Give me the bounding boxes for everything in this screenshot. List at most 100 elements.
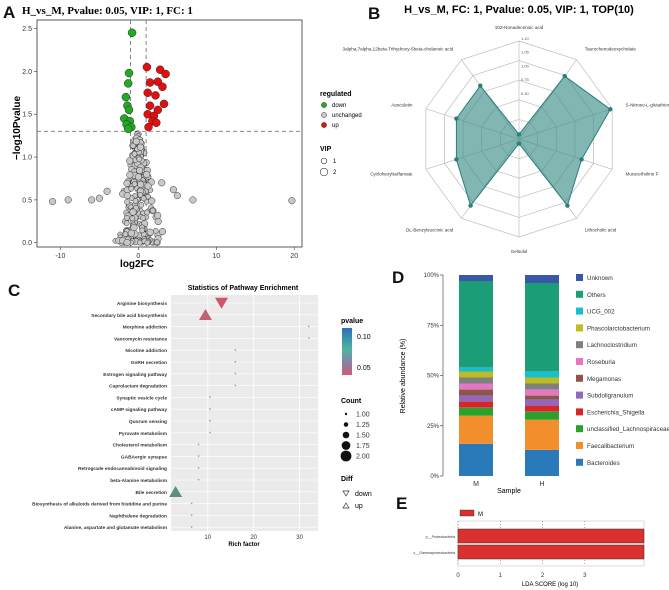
abundance-plot-area: 0% 25% 50% 75% 100% M H — [424, 273, 559, 488]
pathway-label: GABAergic synapse — [121, 454, 167, 460]
abundance-bar-segment — [459, 281, 493, 368]
volcano-point-unchanged — [127, 229, 135, 237]
radar-point — [516, 132, 522, 137]
radar-axis-label: Lithocholic acid — [585, 228, 617, 233]
abundance-bar-segment — [459, 395, 493, 402]
radar-ring-label: 1.05 — [521, 50, 530, 55]
pathway-marker-down — [208, 396, 212, 399]
abundance-legend-label: Megamonas — [587, 376, 621, 383]
pathway-marker-down — [215, 297, 229, 309]
lda-category-label: p__Proteobacteria — [426, 535, 455, 539]
volcano-point-unchanged — [103, 187, 111, 195]
pathway-label: Naphthalene degradation — [109, 513, 167, 519]
abundance-legend-label: unclassified_Lachnospiraceae — [587, 426, 669, 433]
abundance-bar-segment — [459, 275, 493, 281]
radar-axis-label: 3alpha,7alpha,12beta-Trihydroxy-5beta-ch… — [343, 46, 454, 51]
abundance-y-tick-label: 50% — [427, 374, 440, 380]
lda-x-tick-label: 2 — [541, 573, 545, 579]
volcano-point-unchanged — [138, 202, 145, 208]
pathway-marker-down — [197, 443, 200, 446]
abundance-legend-label: Unknown — [587, 275, 613, 282]
volcano-point-up — [161, 69, 170, 79]
legend-up-marker — [321, 122, 327, 128]
legend-down-triangle — [342, 490, 350, 497]
lda-bar — [457, 528, 645, 544]
abundance-bar-segment — [459, 407, 493, 416]
volcano-point-unchanged — [123, 220, 130, 226]
pathway-marker-down — [234, 349, 237, 352]
abundance-bar-segment — [525, 419, 559, 450]
x-tick-label: 0 — [136, 253, 140, 260]
abundance-bar-segment — [459, 377, 493, 384]
abundance-bar-segment — [525, 275, 559, 283]
abundance-legend-swatch — [576, 425, 583, 433]
abundance-legend-swatch — [576, 442, 583, 449]
pathway-label: Caprolactam degradation — [109, 384, 167, 390]
volcano-point-unchanged — [49, 198, 57, 206]
volcano-y-axis-label: −log10Pvalue — [12, 95, 23, 160]
pathway-x-tick-label: 20 — [250, 535, 257, 541]
pathway-marker-down — [307, 337, 310, 340]
panel-label-e: E — [396, 494, 408, 513]
abundance-legend-swatch — [576, 307, 583, 315]
abundance-y-tick-label: 75% — [427, 323, 440, 329]
x-tick-label: 10 — [212, 253, 220, 260]
pathway-label: Retrograde endocannabinoid signaling — [78, 466, 167, 472]
volcano-point-up — [153, 105, 163, 115]
abundance-bar-segment — [459, 371, 493, 378]
pathway-label: Vancomycin resistance — [114, 336, 167, 342]
radar-point — [454, 157, 459, 162]
volcano-point-down — [124, 105, 134, 115]
pathway-marker-up — [169, 485, 183, 497]
pathway-label: beta-Alanine metabolism — [110, 478, 167, 484]
legend-pvalue-title: pvalue — [341, 318, 363, 325]
radar-point — [468, 203, 473, 208]
volcano-point-unchanged — [134, 173, 143, 181]
panel-label-b: B — [368, 4, 381, 23]
lda-bar — [457, 544, 645, 560]
abundance-legend-swatch — [576, 290, 583, 298]
pvalue-colorbar — [342, 328, 352, 375]
volcano-point-up — [158, 82, 167, 92]
radar-point — [608, 107, 613, 112]
volcano-point-up — [151, 91, 160, 100]
pathway-marker-down — [190, 526, 193, 529]
legend-count-label: 2.00 — [356, 454, 370, 461]
volcano-point-unchanged — [126, 171, 134, 179]
volcano-point-unchanged — [132, 137, 140, 145]
pathway-marker-down — [208, 431, 212, 434]
x-tick-label: -10 — [55, 253, 65, 260]
radar-ring-label: 0.75 — [521, 77, 530, 82]
pathway-marker-down — [197, 479, 200, 481]
legend-up-label: up — [332, 123, 339, 129]
radar-point — [454, 116, 459, 121]
legend-vip-title: VIP — [320, 146, 332, 153]
pathway-label: Pyruvate metabolism — [119, 431, 167, 437]
pathway-label: Estrogen signaling pathway — [103, 372, 167, 378]
pathway-plot-area: 10 20 30 Arginine biosynthesis Secondary bil… — [32, 295, 318, 541]
volcano-point-unchanged — [64, 196, 72, 204]
volcano-point-down — [121, 92, 131, 102]
pathway-label: Biosynthesis of alkaloids derived from h… — [32, 502, 167, 508]
volcano-x-axis-label: log2FC — [120, 259, 154, 270]
pathway-label: cAMP signaling pathway — [111, 407, 167, 413]
volcano-point-unchanged — [144, 182, 152, 190]
abundance-legend-swatch — [576, 408, 583, 416]
y-tick-label: 0.5 — [22, 197, 32, 204]
abundance-x-tick-label: M — [473, 481, 479, 488]
abundance-x-axis-label: Sample — [497, 488, 521, 495]
volcano-point-up — [142, 62, 152, 72]
lda-legend-swatch — [459, 509, 475, 517]
pathway-marker-up — [198, 308, 212, 320]
pathway-label: Cholesterol metabolism — [113, 443, 167, 449]
legend-up-triangle — [342, 502, 350, 509]
legend-count-label: 1.25 — [356, 422, 370, 429]
panel-label-a: A — [3, 3, 16, 22]
volcano-legend: regulated down unchanged up VIP 1 2 — [319, 91, 362, 177]
radar-axis-label: Cyclohexylsulfamate — [370, 172, 413, 177]
pathway-label: Quorum sensing — [129, 419, 167, 425]
